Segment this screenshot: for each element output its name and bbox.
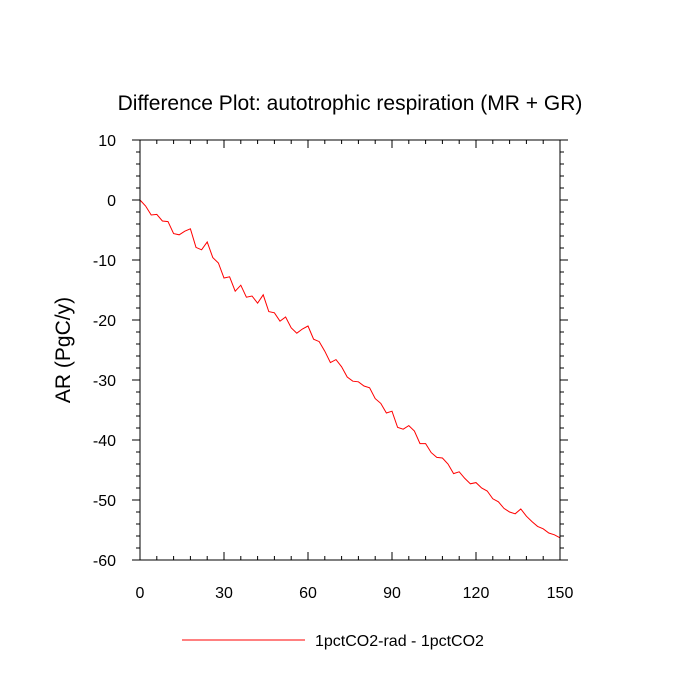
- y-tick-label: -50: [93, 493, 116, 510]
- y-tick-label: -40: [93, 433, 116, 450]
- plot-area: [139, 199, 561, 539]
- y-tick-label: -10: [93, 253, 116, 270]
- x-tick-label: 120: [463, 585, 490, 602]
- y-axis-label: AR (PgC/y): [52, 297, 75, 403]
- y-tick-label: -60: [93, 553, 116, 570]
- x-tick-label: 30: [215, 585, 233, 602]
- x-tick-label: 0: [136, 585, 145, 602]
- y-tick-label: -30: [93, 373, 116, 390]
- x-tick-label: 90: [383, 585, 401, 602]
- x-tick-label: 60: [299, 585, 317, 602]
- plot-frame: [139, 139, 561, 561]
- series-line: [139, 199, 561, 539]
- y-tick-label: 0: [107, 193, 116, 210]
- axis-ticks: 0 30 60 90 120 150 10 0 -10 -20 -30 -40 -50 -60: [93, 133, 574, 602]
- legend: 1pctCO2-rad - 1pctCO2: [182, 633, 484, 650]
- y-tick-label: 10: [98, 133, 116, 150]
- legend-label: 1pctCO2-rad - 1pctCO2: [315, 633, 484, 650]
- y-tick-label: -20: [93, 313, 116, 330]
- chart-title: Difference Plot: autotrophic respiration…: [118, 92, 583, 115]
- x-tick-label: 150: [547, 585, 574, 602]
